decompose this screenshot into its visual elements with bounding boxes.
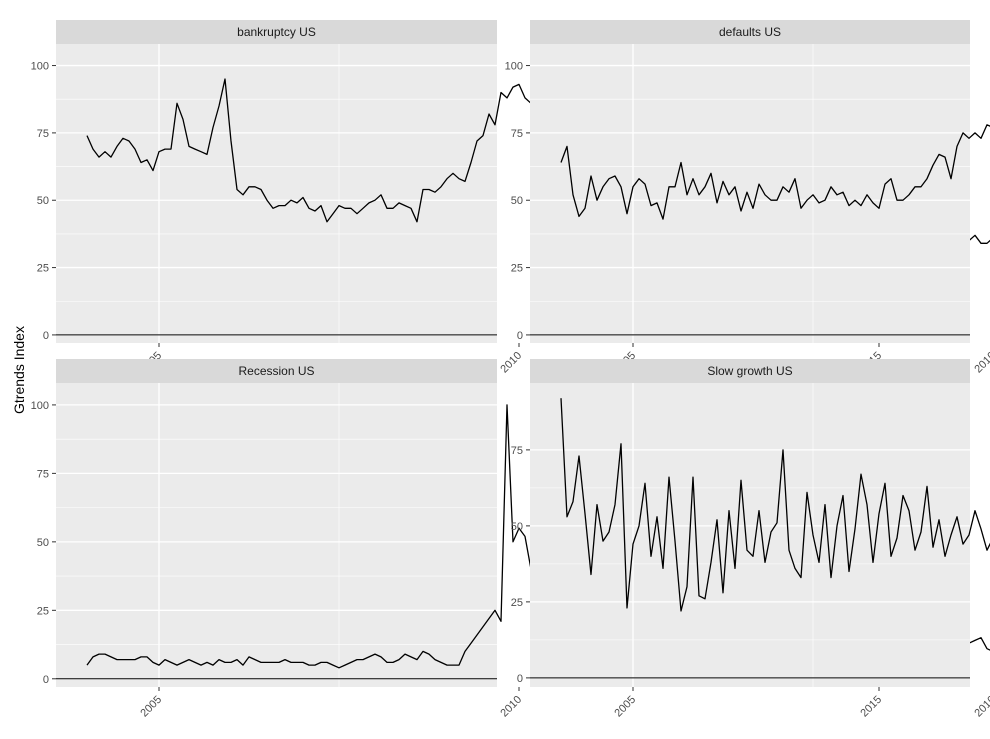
panel-title: Slow growth US	[707, 364, 792, 378]
strip-recession-us	[56, 359, 497, 383]
y-tick-label: 50	[37, 537, 49, 549]
panel-title: Recession US	[238, 364, 314, 378]
panel-background	[56, 383, 497, 687]
y-tick-label: 50	[37, 195, 49, 207]
y-tick-label: 50	[511, 521, 523, 533]
y-tick-label: 100	[505, 61, 523, 73]
x-tick-label: 2005	[612, 694, 638, 720]
strip-slow-growth-us	[530, 359, 970, 383]
x-tick-label: 2005	[138, 694, 164, 720]
x-tick-label: 2010	[498, 694, 524, 720]
y-tick-label: 100	[31, 400, 49, 412]
y-tick-label: 25	[37, 605, 49, 617]
panel-bankruptcy-us: bankruptcy US02550751002005201020152020	[31, 20, 990, 376]
x-tick-label: 2010	[972, 350, 990, 376]
panel-title: defaults US	[719, 25, 781, 39]
y-axis-title: Gtrends Index	[11, 326, 27, 414]
series-line-slow-growth-us	[560, 398, 990, 612]
panel-slow-growth-us: Slow growth US02550752005201020152020	[511, 359, 990, 720]
panel-background	[530, 383, 970, 687]
y-tick-label: 0	[517, 673, 523, 685]
panel-recession-us: Recession US02550751002005201020152020	[31, 359, 990, 720]
x-tick-label: 2015	[858, 694, 884, 720]
y-tick-label: 0	[517, 330, 523, 342]
strip-defaults-us	[530, 20, 970, 44]
y-tick-label: 0	[43, 330, 49, 342]
y-tick-label: 75	[511, 445, 523, 457]
y-tick-label: 75	[37, 128, 49, 140]
panel-background	[56, 44, 497, 343]
panel-defaults-us: defaults US02550751002005201020152020	[505, 20, 990, 376]
y-tick-label: 75	[511, 128, 523, 140]
y-tick-label: 0	[43, 674, 49, 686]
y-tick-label: 25	[511, 597, 523, 609]
y-tick-label: 75	[37, 468, 49, 480]
strip-bankruptcy-us	[56, 20, 497, 44]
y-tick-label: 100	[31, 61, 49, 73]
x-tick-label: 2010	[972, 694, 990, 720]
panel-background	[530, 44, 970, 343]
panel-title: bankruptcy US	[237, 25, 316, 39]
y-tick-label: 25	[37, 263, 49, 275]
y-tick-label: 50	[511, 195, 523, 207]
series-line-defaults-us	[560, 124, 990, 220]
x-tick-label: 2010	[498, 350, 524, 376]
y-tick-label: 25	[511, 263, 523, 275]
